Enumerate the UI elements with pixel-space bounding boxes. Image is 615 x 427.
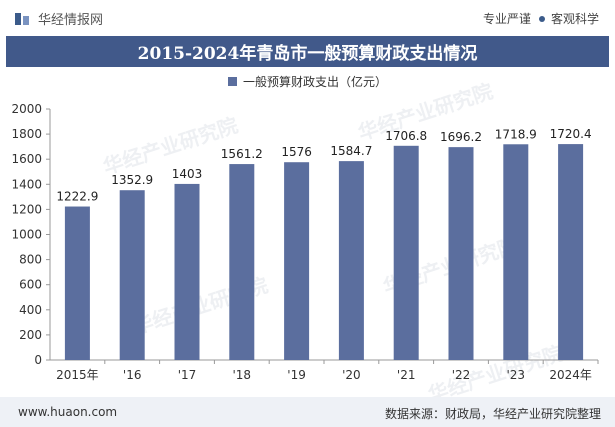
bar-value-label: 1696.2 — [440, 130, 482, 144]
top-bar: 华经情报网 专业严谨 客观科学 — [0, 0, 615, 34]
bar-value-label: 1576 — [281, 145, 312, 159]
legend-swatch-icon — [227, 77, 237, 86]
bar — [284, 162, 310, 360]
chart-legend: 一般预算财政支出（亿元） — [0, 73, 615, 90]
bar — [64, 206, 90, 360]
bar-value-label: 1561.2 — [221, 147, 263, 161]
y-tick-label: 600 — [19, 278, 42, 292]
bar — [558, 144, 584, 360]
chart-title-bar: 2015-2024年青岛市一般预算财政支出情况 — [6, 36, 609, 67]
footer: www.huaon.com 数据来源：财政局，华经产业研究院整理 — [0, 397, 615, 427]
bar-value-label: 1584.7 — [330, 144, 372, 158]
footer-url[interactable]: www.huaon.com — [18, 405, 118, 419]
bar — [174, 183, 200, 360]
bar-value-label: 1706.8 — [385, 129, 427, 143]
bar — [119, 190, 145, 360]
x-tick-label: '19 — [287, 368, 306, 382]
bar — [448, 147, 474, 360]
bullet-dot-icon — [538, 15, 545, 22]
x-tick-label: '17 — [178, 368, 197, 382]
x-tick-label: 2015年 — [56, 368, 99, 382]
footer-source: 数据来源：财政局，华经产业研究院整理 — [384, 407, 601, 421]
bar-chart: 0 200 400 600 800 1000 1200 1400 1600 1800 2000 122… — [11, 102, 599, 382]
y-tick-label: 1400 — [11, 177, 42, 191]
x-tick-label: '20 — [342, 368, 361, 382]
brand[interactable]: 华经情报网 — [14, 9, 103, 28]
x-tick-label: 2024年 — [549, 368, 592, 382]
bar-value-label: 1222.9 — [56, 190, 98, 204]
x-tick-label: '16 — [123, 368, 142, 382]
y-tick-label: 0 — [34, 353, 42, 367]
bar-value-label: 1403 — [172, 167, 203, 181]
legend-label: 一般预算财政支出（亿元） — [242, 75, 387, 89]
brand-name: 华经情报网 — [38, 13, 104, 28]
bar — [338, 161, 364, 360]
x-tick-label: '23 — [507, 368, 526, 382]
y-tick-label: 1000 — [11, 228, 42, 242]
brand-logo-icon — [15, 12, 29, 25]
bar — [503, 144, 529, 360]
y-tick-label: 1600 — [11, 152, 42, 166]
y-tick-label: 800 — [19, 253, 42, 267]
y-tick-label: 1800 — [11, 127, 42, 141]
bar — [229, 164, 255, 360]
y-tick-label: 1200 — [11, 202, 42, 216]
x-tick-label: '22 — [452, 368, 471, 382]
chart-title: 2015-2024年青岛市一般预算财政支出情况 — [137, 44, 478, 64]
y-tick-label: 200 — [19, 328, 42, 342]
bar-value-label: 1352.9 — [111, 173, 153, 187]
tagline-left: 专业严谨 — [482, 12, 531, 26]
tagline: 专业严谨 客观科学 — [483, 10, 599, 27]
tagline-right: 客观科学 — [550, 12, 599, 26]
y-tick-label: 400 — [19, 303, 42, 317]
bar — [393, 145, 419, 360]
y-tick-label: 2000 — [11, 102, 42, 116]
bar-value-label: 1718.9 — [495, 127, 537, 141]
bar-value-label: 1720.4 — [550, 127, 592, 141]
x-tick-label: '18 — [233, 368, 252, 382]
x-tick-label: '21 — [397, 368, 416, 382]
